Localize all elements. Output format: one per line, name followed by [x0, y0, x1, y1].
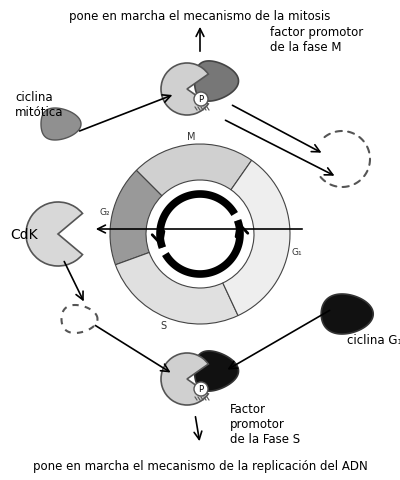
Text: factor promotor
de la fase M: factor promotor de la fase M [270, 26, 363, 54]
Text: ciclina
mitótica: ciclina mitótica [15, 91, 64, 119]
Wedge shape [26, 203, 82, 266]
Wedge shape [223, 161, 290, 316]
Text: S: S [160, 320, 166, 330]
Text: CdK: CdK [10, 228, 38, 241]
Text: ciclina G₁: ciclina G₁ [347, 333, 400, 346]
Wedge shape [161, 353, 208, 405]
Polygon shape [41, 109, 81, 141]
Wedge shape [110, 171, 162, 265]
Polygon shape [194, 62, 238, 102]
Text: pone en marcha el mecanismo de la replicación del ADN: pone en marcha el mecanismo de la replic… [33, 459, 367, 472]
Polygon shape [194, 351, 238, 391]
Wedge shape [136, 144, 252, 196]
Text: G₁: G₁ [291, 247, 302, 256]
Circle shape [194, 382, 208, 396]
Text: pone en marcha el mecanismo de la mitosis: pone en marcha el mecanismo de la mitosi… [69, 10, 331, 23]
Circle shape [194, 93, 208, 107]
Wedge shape [116, 253, 238, 324]
Wedge shape [161, 64, 208, 116]
Text: M: M [187, 132, 196, 142]
Text: P: P [198, 96, 204, 104]
Text: Factor
promotor
de la Fase S: Factor promotor de la Fase S [230, 403, 300, 445]
Text: G₂: G₂ [99, 208, 110, 217]
Polygon shape [321, 294, 373, 334]
Text: P: P [198, 384, 204, 394]
